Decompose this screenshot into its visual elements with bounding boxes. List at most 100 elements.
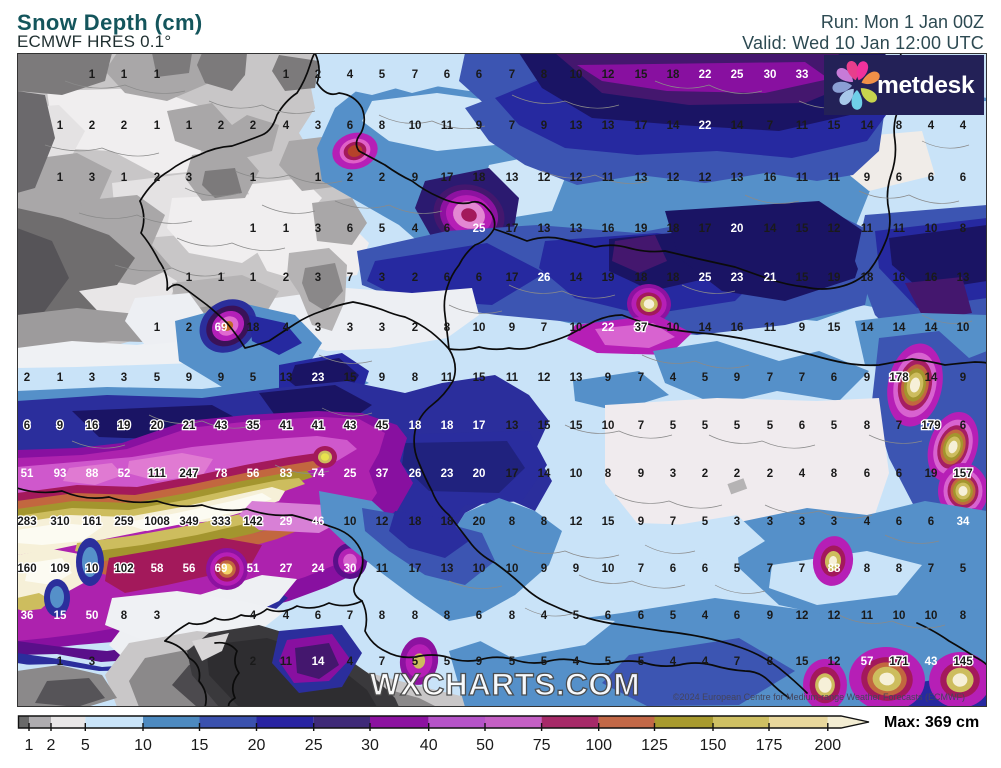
svg-text:7: 7	[734, 656, 740, 668]
svg-text:8: 8	[864, 420, 871, 432]
svg-text:10: 10	[602, 420, 615, 432]
svg-text:69: 69	[215, 563, 228, 575]
svg-text:179: 179	[921, 420, 940, 432]
svg-text:1: 1	[186, 272, 193, 284]
svg-text:WXCHARTS.COM: WXCHARTS.COM	[370, 666, 640, 702]
svg-text:1: 1	[89, 69, 96, 81]
svg-text:24: 24	[312, 563, 325, 575]
svg-text:43: 43	[344, 420, 357, 432]
svg-text:11: 11	[893, 223, 906, 235]
svg-text:15: 15	[796, 656, 809, 668]
svg-text:9: 9	[605, 372, 611, 384]
svg-text:40: 40	[420, 737, 438, 754]
svg-text:25: 25	[305, 737, 323, 754]
svg-text:2: 2	[250, 656, 256, 668]
svg-text:75: 75	[533, 737, 551, 754]
svg-text:259: 259	[114, 516, 133, 528]
svg-text:11: 11	[280, 656, 293, 668]
svg-text:6: 6	[444, 272, 450, 284]
svg-text:20: 20	[473, 468, 486, 480]
svg-text:200: 200	[814, 737, 841, 754]
svg-text:12: 12	[699, 172, 712, 184]
svg-text:1: 1	[121, 172, 128, 184]
svg-text:10: 10	[570, 69, 583, 81]
svg-text:12: 12	[570, 516, 583, 528]
svg-text:93: 93	[54, 468, 67, 480]
svg-text:9: 9	[638, 468, 644, 480]
svg-text:6: 6	[670, 563, 676, 575]
svg-text:8: 8	[541, 69, 548, 81]
svg-text:30: 30	[361, 737, 379, 754]
svg-text:102: 102	[114, 563, 133, 575]
svg-text:15: 15	[191, 737, 209, 754]
svg-text:1: 1	[250, 172, 257, 184]
svg-text:9: 9	[412, 172, 418, 184]
svg-text:3: 3	[379, 272, 385, 284]
svg-text:310: 310	[50, 516, 69, 528]
svg-text:8: 8	[960, 610, 967, 622]
svg-text:6: 6	[476, 272, 482, 284]
svg-text:10: 10	[570, 322, 583, 334]
svg-text:6: 6	[476, 610, 482, 622]
svg-text:14: 14	[570, 272, 583, 284]
svg-text:11: 11	[796, 120, 809, 132]
svg-text:6: 6	[831, 372, 837, 384]
svg-text:7: 7	[799, 372, 805, 384]
svg-text:26: 26	[538, 272, 551, 284]
svg-text:3: 3	[734, 516, 740, 528]
svg-text:4: 4	[960, 120, 967, 132]
svg-text:25: 25	[699, 272, 712, 284]
svg-text:12: 12	[602, 69, 615, 81]
svg-text:8: 8	[379, 120, 386, 132]
svg-text:6: 6	[896, 468, 902, 480]
svg-text:18: 18	[473, 172, 486, 184]
svg-text:17: 17	[441, 172, 454, 184]
svg-text:1: 1	[186, 120, 193, 132]
svg-text:4: 4	[670, 656, 677, 668]
svg-text:20: 20	[473, 516, 486, 528]
svg-text:4: 4	[670, 372, 677, 384]
svg-text:3: 3	[186, 172, 192, 184]
svg-text:349: 349	[179, 516, 198, 528]
svg-text:2: 2	[767, 468, 773, 480]
svg-text:6: 6	[799, 420, 805, 432]
svg-text:18: 18	[409, 516, 422, 528]
svg-text:7: 7	[799, 563, 805, 575]
svg-text:2: 2	[121, 120, 127, 132]
svg-text:8: 8	[896, 563, 903, 575]
svg-text:4: 4	[928, 120, 935, 132]
svg-text:100: 100	[585, 737, 612, 754]
svg-text:2: 2	[154, 172, 160, 184]
svg-text:9: 9	[799, 322, 805, 334]
svg-text:5: 5	[702, 372, 709, 384]
svg-text:12: 12	[828, 610, 841, 622]
svg-text:125: 125	[641, 737, 668, 754]
svg-text:4: 4	[283, 120, 290, 132]
svg-text:74: 74	[312, 468, 325, 480]
svg-text:20: 20	[731, 223, 744, 235]
svg-text:247: 247	[179, 468, 198, 480]
svg-text:283: 283	[17, 516, 36, 528]
svg-text:6: 6	[315, 610, 321, 622]
svg-text:7: 7	[767, 120, 773, 132]
svg-text:5: 5	[250, 372, 257, 384]
svg-text:18: 18	[667, 223, 680, 235]
svg-text:10: 10	[893, 610, 906, 622]
svg-text:10: 10	[86, 563, 99, 575]
svg-text:50: 50	[86, 610, 99, 622]
svg-text:18: 18	[667, 272, 680, 284]
svg-text:109: 109	[50, 563, 69, 575]
svg-text:8: 8	[960, 223, 967, 235]
svg-text:10: 10	[409, 120, 422, 132]
svg-text:13: 13	[570, 372, 583, 384]
svg-text:9: 9	[573, 563, 579, 575]
svg-text:22: 22	[699, 69, 712, 81]
svg-text:3: 3	[767, 516, 773, 528]
svg-text:21: 21	[764, 272, 777, 284]
svg-text:34: 34	[957, 516, 970, 528]
svg-text:6: 6	[896, 516, 902, 528]
svg-text:9: 9	[541, 563, 547, 575]
svg-text:10: 10	[134, 737, 152, 754]
svg-text:7: 7	[638, 420, 644, 432]
svg-text:5: 5	[412, 656, 419, 668]
